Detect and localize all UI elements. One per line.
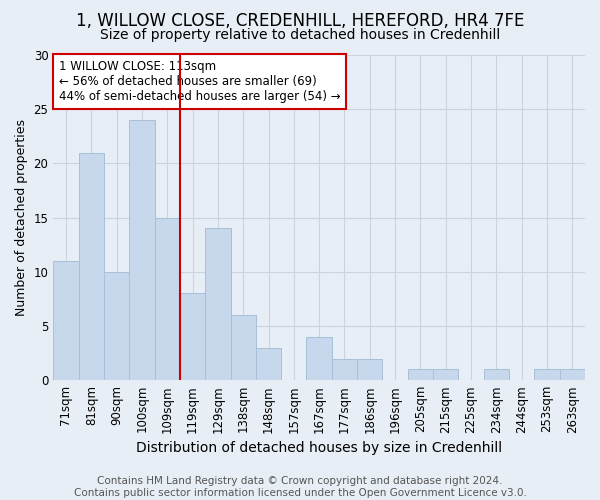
Bar bbox=[535, 370, 560, 380]
Bar bbox=[307, 337, 332, 380]
Bar bbox=[230, 315, 256, 380]
Bar bbox=[560, 370, 585, 380]
Text: 1 WILLOW CLOSE: 113sqm
← 56% of detached houses are smaller (69)
44% of semi-det: 1 WILLOW CLOSE: 113sqm ← 56% of detached… bbox=[59, 60, 340, 103]
Bar bbox=[155, 218, 180, 380]
Text: 1, WILLOW CLOSE, CREDENHILL, HEREFORD, HR4 7FE: 1, WILLOW CLOSE, CREDENHILL, HEREFORD, H… bbox=[76, 12, 524, 30]
Text: Size of property relative to detached houses in Credenhill: Size of property relative to detached ho… bbox=[100, 28, 500, 42]
Bar bbox=[53, 261, 79, 380]
Bar bbox=[433, 370, 458, 380]
Bar bbox=[104, 272, 129, 380]
Y-axis label: Number of detached properties: Number of detached properties bbox=[15, 119, 28, 316]
Bar bbox=[332, 358, 357, 380]
Bar bbox=[408, 370, 433, 380]
Bar bbox=[79, 152, 104, 380]
Bar bbox=[256, 348, 281, 380]
Text: Contains HM Land Registry data © Crown copyright and database right 2024.
Contai: Contains HM Land Registry data © Crown c… bbox=[74, 476, 526, 498]
Bar bbox=[484, 370, 509, 380]
Bar bbox=[205, 228, 230, 380]
Bar bbox=[357, 358, 382, 380]
X-axis label: Distribution of detached houses by size in Credenhill: Distribution of detached houses by size … bbox=[136, 441, 502, 455]
Bar bbox=[180, 294, 205, 380]
Bar bbox=[129, 120, 155, 380]
